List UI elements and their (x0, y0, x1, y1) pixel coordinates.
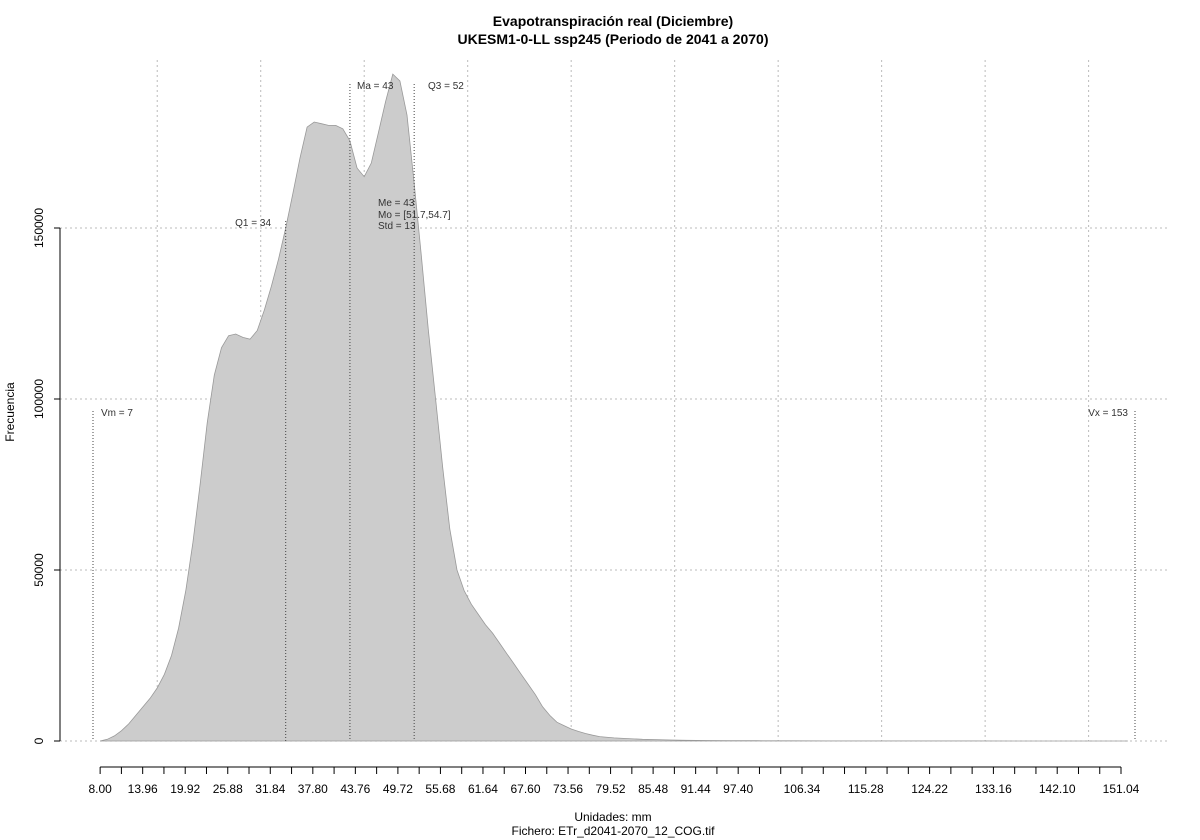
marker-lines (92, 84, 1136, 741)
annotation-ma: Ma = 43 (357, 81, 394, 92)
x-tick-label: 49.72 (383, 782, 413, 796)
annotation-q3: Q3 = 52 (428, 81, 464, 92)
x-tick-label: 151.04 (1103, 782, 1140, 796)
x-tick-label: 55.68 (425, 782, 455, 796)
x-tick-label: 61.64 (468, 782, 498, 796)
density-area (100, 73, 1128, 742)
x-tick-label: 97.40 (723, 782, 753, 796)
y-tick-label: 50000 (32, 553, 46, 587)
y-axis-label: Frecuencia (3, 382, 17, 442)
x-tick-label: 85.48 (638, 782, 668, 796)
footer-filename: Fichero: ETr_d2041-2070_12_COG.tif (512, 824, 716, 838)
x-tick-label: 37.80 (298, 782, 328, 796)
x-tick-label: 73.56 (553, 782, 583, 796)
x-tick-label: 19.92 (170, 782, 200, 796)
x-tick-label: 8.00 (88, 782, 112, 796)
x-tick-label: 31.84 (255, 782, 285, 796)
annotation-std: Std = 13 (378, 221, 416, 232)
x-axis-label: Unidades: mm (574, 810, 651, 824)
annotation-q1: Q1 = 34 (235, 218, 271, 229)
x-tick-label: 133.16 (975, 782, 1012, 796)
annotation-vm: Vm = 7 (101, 408, 133, 419)
x-tick-label: 79.52 (596, 782, 626, 796)
x-tick-label: 124.22 (911, 782, 948, 796)
y-tick-label: 0 (32, 737, 46, 744)
annotation-vx: Vx = 153 (1088, 408, 1128, 419)
y-axis: 0 50000 100000 150000 (32, 208, 61, 744)
x-tick-label: 43.76 (340, 782, 370, 796)
chart-title: Evapotranspiración real (Diciembre) (493, 13, 733, 29)
annotations: Vm = 7 Vx = 153 Q1 = 34 Q3 = 52 Ma = 43 … (101, 81, 1128, 419)
annotation-mo: Mo = [51.7,54.7] (378, 210, 451, 221)
x-tick-label: 67.60 (510, 782, 540, 796)
density-area-path (100, 73, 1128, 742)
y-tick-label: 100000 (32, 379, 46, 419)
x-tick-label: 91.44 (681, 782, 711, 796)
chart-subtitle: UKESM1-0-LL ssp245 (Periodo de 2041 a 20… (458, 31, 769, 47)
x-tick-label: 142.10 (1039, 782, 1076, 796)
x-axis: 8.00 13.96 19.92 25.88 31.84 37.80 43.76 49.72 5… (88, 766, 1140, 796)
annotation-me: Me = 43 (378, 198, 415, 209)
x-tick-label: 115.28 (848, 782, 884, 796)
x-tick-label: 106.34 (784, 782, 821, 796)
y-tick-label: 150000 (32, 208, 46, 248)
x-tick-label: 25.88 (213, 782, 243, 796)
x-tick-label: 13.96 (128, 782, 158, 796)
